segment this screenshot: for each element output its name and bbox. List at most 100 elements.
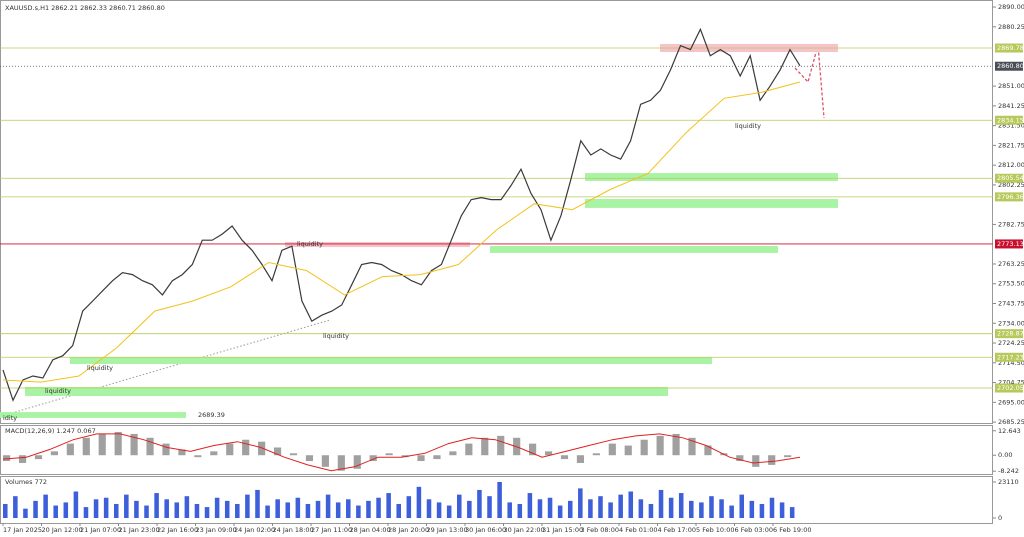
volume-bar bbox=[456, 494, 462, 519]
level-label: 2773.13 bbox=[997, 240, 1024, 248]
histogram-bar bbox=[82, 437, 90, 456]
volume-bar bbox=[235, 503, 240, 519]
histogram-bar bbox=[337, 455, 345, 471]
x-tick-label: 29 Jan 13:00 bbox=[427, 526, 468, 534]
y-tick-label: 2714.50 bbox=[998, 359, 1024, 367]
volume-bar bbox=[608, 502, 613, 519]
histogram-bar bbox=[656, 435, 664, 456]
volume-bar bbox=[658, 489, 664, 519]
zone bbox=[0, 412, 186, 418]
x-tick-label: 22 Jan 16:00 bbox=[157, 526, 198, 534]
y-tick-label: 0.00 bbox=[998, 451, 1012, 459]
volume-bar bbox=[588, 499, 593, 519]
annotation: 2689.39 bbox=[198, 411, 225, 419]
histogram-bar bbox=[768, 455, 776, 465]
level-tag bbox=[995, 173, 1023, 183]
volume-bar bbox=[285, 502, 291, 519]
volume-bar bbox=[406, 496, 412, 519]
volume-bar bbox=[638, 499, 644, 519]
volume-bar bbox=[396, 503, 401, 519]
histogram-bar bbox=[242, 439, 250, 456]
x-tick-label: 4 Feb 01:00 bbox=[619, 526, 658, 534]
volume-bar bbox=[154, 493, 159, 519]
volume-bar bbox=[73, 491, 79, 519]
volume-panel bbox=[0, 476, 993, 524]
level-label: 2869.78 bbox=[997, 44, 1024, 52]
volume-bar bbox=[699, 502, 704, 519]
histogram-bar bbox=[529, 443, 537, 456]
histogram-bar bbox=[289, 453, 298, 456]
x-tick-label: 20 Jan 12:00 bbox=[42, 526, 83, 534]
y-tick-label: 2821.75 bbox=[998, 141, 1024, 149]
level-tag bbox=[995, 61, 1023, 71]
volume-bar bbox=[93, 499, 99, 519]
volume-bar bbox=[144, 505, 149, 519]
histogram-bar bbox=[146, 437, 154, 456]
volume-bar bbox=[386, 493, 391, 519]
y-tick-label: 2734.00 bbox=[998, 319, 1024, 327]
volume-bar bbox=[13, 496, 18, 519]
x-tick-label: 30 Jan 06:00 bbox=[465, 526, 506, 534]
volume-bar bbox=[275, 499, 280, 519]
histogram-bar bbox=[130, 433, 138, 456]
volume-bar bbox=[43, 494, 48, 519]
volume-bar bbox=[446, 505, 452, 519]
y-tick-label: 2753.50 bbox=[998, 280, 1024, 288]
histogram-bar bbox=[544, 451, 553, 456]
histogram-bar bbox=[640, 439, 648, 456]
level-tag bbox=[995, 192, 1023, 202]
y-tick-label: 0 bbox=[998, 514, 1002, 522]
volume-bar bbox=[325, 494, 331, 519]
histogram-bar bbox=[385, 453, 393, 456]
annotation: liquidity bbox=[297, 240, 323, 248]
volume-bar bbox=[618, 494, 623, 519]
histogram-bar bbox=[784, 455, 792, 458]
y-tick-label: 23110 bbox=[998, 478, 1019, 486]
level-tag bbox=[995, 115, 1023, 125]
volume-bar bbox=[103, 497, 109, 519]
histogram-bar bbox=[369, 455, 377, 462]
volume-bar bbox=[315, 500, 321, 519]
zone bbox=[585, 173, 838, 181]
volume-bar bbox=[335, 502, 341, 519]
x-tick-label: 6 Feb 19:00 bbox=[773, 526, 812, 534]
volume-bar bbox=[366, 500, 371, 519]
level-label: 2834.15 bbox=[997, 116, 1024, 124]
level-tag bbox=[995, 43, 1023, 53]
volume-bar bbox=[305, 503, 311, 519]
histogram-bar bbox=[321, 455, 329, 467]
volume-bar bbox=[416, 486, 422, 519]
volume-bar bbox=[134, 500, 139, 519]
y-tick-label: 2743.75 bbox=[998, 300, 1024, 308]
histogram-bar bbox=[417, 455, 425, 462]
histogram-bar bbox=[273, 447, 282, 456]
volume-bar bbox=[174, 502, 180, 519]
histogram-bar bbox=[194, 455, 202, 458]
annotation: liquidity bbox=[87, 364, 113, 372]
volume-bar bbox=[194, 503, 200, 519]
volume-bar bbox=[729, 505, 734, 519]
histogram-bar bbox=[736, 455, 744, 462]
histogram-bar bbox=[34, 455, 43, 460]
x-tick-label: 4 Feb 17:00 bbox=[658, 526, 697, 534]
macd-panel bbox=[0, 425, 993, 475]
volume-bar bbox=[23, 508, 28, 519]
volume-bar bbox=[517, 503, 523, 519]
y-tick-label: 2890.00 bbox=[998, 3, 1024, 11]
zone bbox=[585, 199, 838, 208]
histogram-bar bbox=[592, 453, 600, 456]
level-tag bbox=[995, 352, 1023, 362]
histogram-bar bbox=[433, 455, 441, 460]
volume-bar bbox=[477, 489, 482, 519]
histogram-bar bbox=[608, 443, 616, 456]
projection bbox=[794, 44, 825, 119]
x-tick-label: 24 Jan 18:00 bbox=[273, 526, 314, 534]
y-tick-label: 2812.00 bbox=[998, 161, 1024, 169]
histogram-bar bbox=[98, 433, 106, 456]
volume-bar bbox=[567, 500, 573, 519]
level-tag bbox=[995, 329, 1023, 339]
histogram-bar bbox=[672, 433, 680, 456]
level-label: 2860.80 bbox=[997, 62, 1024, 70]
histogram-bar bbox=[481, 437, 489, 456]
